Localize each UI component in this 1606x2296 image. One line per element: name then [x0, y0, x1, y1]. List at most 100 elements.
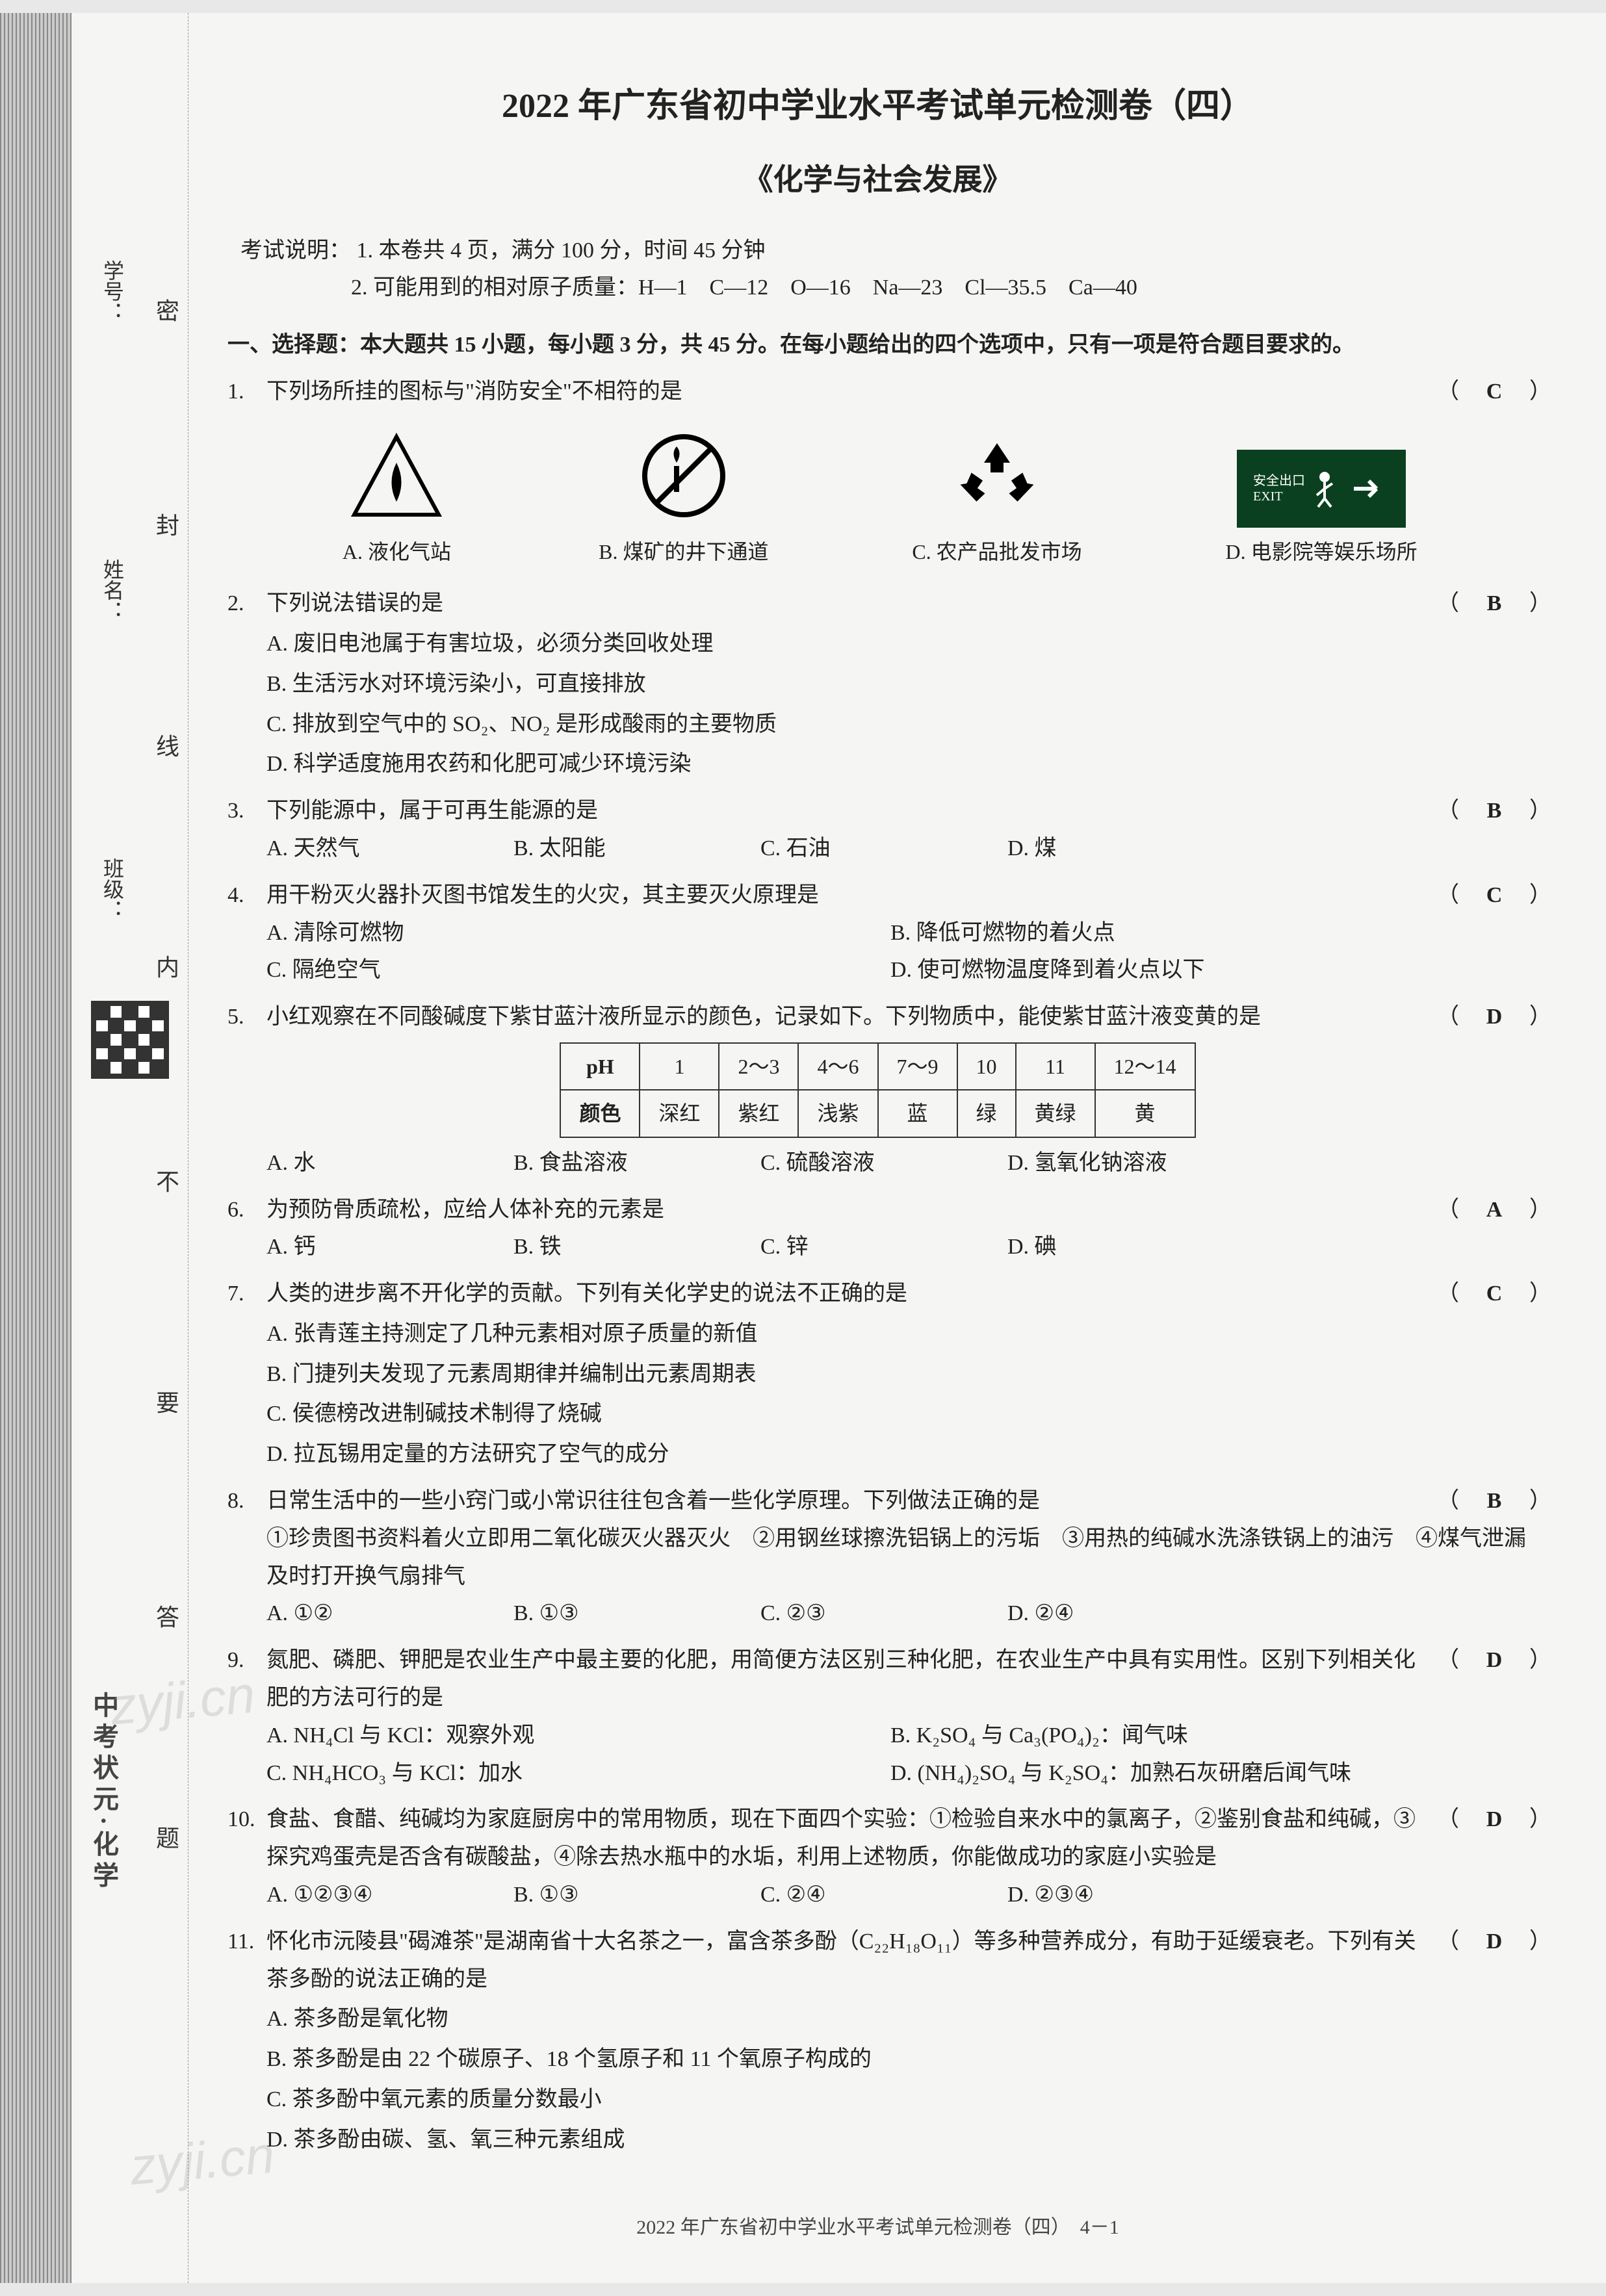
page-footer: 2022 年广东省初中学业水平考试单元检测卷（四） 4－1: [227, 2211, 1528, 2244]
q10-text: 食盐、食醋、纯碱均为家庭厨房中的常用物质，现在下面四个实验：①检验自来水中的氯离…: [266, 1801, 1437, 1876]
instruction-1: 1. 本卷共 4 页，满分 100 分，时间 45 分钟: [357, 239, 766, 263]
char-feng: 封: [156, 507, 179, 541]
q5-optC: C. 硫酸溶液: [760, 1144, 968, 1182]
q1-img-b: B. 煤矿的井下通道: [599, 424, 768, 569]
q10-answer: （ D ）: [1437, 1801, 1528, 1838]
q1-optB: B. 煤矿的井下通道: [599, 534, 768, 569]
q2-optB: B. 生活污水对环境污染小，可直接排放: [266, 665, 1528, 703]
binding-edge: [0, 13, 71, 2283]
q2-num: 2.: [227, 585, 266, 623]
q7-optC: C. 侯德榜改进制碱技术制得了烧碱: [266, 1395, 1528, 1433]
margin-column: 学号： 姓名： 班级： 密 封 线 内 不 要 答 题 中考状元·化学 zyji…: [71, 13, 188, 2283]
page-title: 2022 年广东省初中学业水平考试单元检测卷（四）: [227, 78, 1528, 135]
question-8: 8. 日常生活中的一些小窍门或小常识往往包含着一些化学原理。下列做法正确的是 （…: [227, 1482, 1528, 1632]
char-bu: 不: [156, 1163, 179, 1197]
char-xian: 线: [156, 728, 179, 762]
q1-img-d: 安全出口EXIT D. 电影院等娱乐场所: [1225, 450, 1417, 569]
q1-img-c: C. 农产品批发市场: [912, 424, 1081, 569]
exam-page: 学号： 姓名： 班级： 密 封 线 内 不 要 答 题 中考状元·化学 zyji…: [0, 13, 1606, 2283]
q3-text: 下列能源中，属于可再生能源的是: [266, 792, 1437, 830]
q3-answer: （ B ）: [1437, 792, 1528, 830]
q1-answer: （ C ）: [1437, 373, 1528, 411]
question-10: 10. 食盐、食醋、纯碱均为家庭厨房中的常用物质，现在下面四个实验：①检验自来水…: [227, 1801, 1528, 1913]
q5-text: 小红观察在不同酸碱度下紫甘蓝汁液所显示的颜色，记录如下。下列物质中，能使紫甘蓝汁…: [266, 998, 1437, 1036]
q7-num: 7.: [227, 1275, 266, 1313]
q3-num: 3.: [227, 792, 266, 830]
instructions: 考试说明： 1. 本卷共 4 页，满分 100 分，时间 45 分钟 2. 可能…: [227, 232, 1528, 307]
q7-answer: （ C ）: [1437, 1275, 1528, 1313]
question-6: 6. 为预防骨质疏松，应给人体补充的元素是 （ A ） A. 钙 B. 铁 C.…: [227, 1191, 1528, 1267]
q4-num: 4.: [227, 877, 266, 914]
label-banji: 班级：: [97, 858, 127, 920]
q8-text: 日常生活中的一些小窍门或小常识往往包含着一些化学原理。下列做法正确的是: [266, 1482, 1437, 1520]
q4-optB: B. 降低可燃物的着火点: [890, 914, 1475, 952]
q11-num: 11.: [227, 1923, 266, 1961]
q1-optA: A. 液化气站: [343, 534, 451, 569]
q8-optD: D. ②④: [1007, 1595, 1215, 1632]
q8-answer: （ B ）: [1437, 1482, 1528, 1520]
q1-img-a: A. 液化气站: [338, 424, 455, 569]
label-xuehao: 学号：: [97, 260, 127, 322]
char-da: 答: [156, 1599, 179, 1632]
q6-text: 为预防骨质疏松，应给人体补充的元素是: [266, 1191, 1437, 1229]
q1-num: 1.: [227, 373, 266, 411]
q9-optB: B. K₂SO₄ 与 Ca₃(PO₄)₂：闻气味: [890, 1717, 1475, 1755]
q6-optA: A. 钙: [266, 1228, 474, 1266]
question-7: 7. 人类的进步离不开化学的贡献。下列有关化学史的说法不正确的是 （ C ） A…: [227, 1275, 1528, 1473]
q10-optB: B. ①③: [513, 1876, 721, 1914]
q1-optC: C. 农产品批发市场: [912, 534, 1081, 569]
q6-num: 6.: [227, 1191, 266, 1229]
char-yao: 要: [156, 1384, 179, 1418]
table-row-ph: pH 1 2～3 4～6 7～9 10 11 12～14: [560, 1043, 1195, 1090]
q5-optB: B. 食盐溶液: [513, 1144, 721, 1182]
q6-optD: D. 碘: [1007, 1228, 1215, 1266]
th-ph: pH: [560, 1043, 640, 1090]
q2-optD: D. 科学适度施用农药和化肥可减少环境污染: [266, 745, 1528, 783]
q7-optD: D. 拉瓦锡用定量的方法研究了空气的成分: [266, 1436, 1528, 1473]
q6-optC: C. 锌: [760, 1228, 968, 1266]
q11-optB: B. 茶多酚是由 22 个碳原子、18 个氢原子和 11 个氧原子构成的: [266, 2041, 1528, 2078]
q4-optD: D. 使可燃物温度降到着火点以下: [890, 951, 1475, 989]
char-mi: 密: [156, 292, 179, 326]
q4-answer: （ C ）: [1437, 877, 1528, 914]
q9-answer: （ D ）: [1437, 1642, 1528, 1679]
q9-optD: D. (NH₄)₂SO₄ 与 K₂SO₄：加熟石灰研磨后闻气味: [890, 1755, 1475, 1792]
q1-optD: D. 电影院等娱乐场所: [1225, 534, 1417, 569]
q7-text: 人类的进步离不开化学的贡献。下列有关化学史的说法不正确的是: [266, 1275, 1437, 1313]
q1-text: 下列场所挂的图标与"消防安全"不相符的是: [266, 373, 1437, 411]
q4-optC: C. 隔绝空气: [266, 951, 851, 989]
th-color: 颜色: [560, 1090, 640, 1137]
question-1: 1. 下列场所挂的图标与"消防安全"不相符的是 （ C ） A. 液化气站: [227, 373, 1528, 576]
q5-optA: A. 水: [266, 1144, 474, 1182]
q5-optD: D. 氢氧化钠溶液: [1007, 1144, 1215, 1182]
q5-num: 5.: [227, 998, 266, 1036]
q9-optA: A. NH₄Cl 与 KCl：观察外观: [266, 1717, 851, 1755]
q11-optA: A. 茶多酚是氧化物: [266, 2000, 1528, 2038]
question-4: 4. 用干粉灭火器扑灭图书馆发生的火灾，其主要灭火原理是 （ C ） A. 清除…: [227, 877, 1528, 989]
q10-num: 10.: [227, 1801, 266, 1838]
q7-optB: B. 门捷列夫发现了元素周期律并编制出元素周期表: [266, 1356, 1528, 1393]
section-1-heading: 一、选择题：本大题共 15 小题，每小题 3 分，共 45 分。在每小题给出的四…: [227, 326, 1528, 364]
char-ti: 题: [156, 1820, 179, 1853]
table-row-color: 颜色 深红 紫红 浅紫 蓝 绿 黄绿 黄: [560, 1090, 1195, 1137]
no-fire-icon: [635, 430, 732, 521]
q8-line2: ①珍贵图书资料着火立即用二氧化碳灭火器灭火 ②用钢丝球擦洗铝锅上的污垢 ③用热的…: [227, 1520, 1528, 1595]
q4-optA: A. 清除可燃物: [266, 914, 851, 952]
recycle-icon: [948, 430, 1046, 521]
qr-badge: [91, 1001, 169, 1079]
question-9: 9. 氮肥、磷肥、钾肥是农业生产中最主要的化肥，用简便方法区别三种化肥，在农业生…: [227, 1642, 1528, 1792]
content-area: 2022 年广东省初中学业水平考试单元检测卷（四） 《化学与社会发展》 考试说明…: [188, 13, 1606, 2283]
char-nei: 内: [156, 949, 179, 983]
q11-text: 怀化市沅陵县"碣滩茶"是湖南省十大名茶之一，富含茶多酚（C₂₂H₁₈O₁₁）等多…: [266, 1923, 1437, 1998]
question-2: 2. 下列说法错误的是 （ B ） A. 废旧电池属于有害垃圾，必须分类回收处理…: [227, 585, 1528, 783]
flammable-icon: [348, 430, 445, 521]
q9-optC: C. NH₄HCO₃ 与 KCl：加水: [266, 1755, 851, 1792]
question-11: 11. 怀化市沅陵县"碣滩茶"是湖南省十大名茶之一，富含茶多酚（C₂₂H₁₈O₁…: [227, 1923, 1528, 2159]
page-subtitle: 《化学与社会发展》: [227, 155, 1528, 205]
q8-num: 8.: [227, 1482, 266, 1520]
instruction-2: 2. 可能用到的相对原子质量：H—1 C—12 O—16 Na—23 Cl—35…: [351, 276, 1137, 300]
q8-optC: C. ②③: [760, 1595, 968, 1632]
instructions-label: 考试说明：: [240, 239, 351, 263]
q3-optD: D. 煤: [1007, 830, 1215, 868]
q7-optA: A. 张青莲主持测定了几种元素相对原子质量的新值: [266, 1315, 1528, 1353]
